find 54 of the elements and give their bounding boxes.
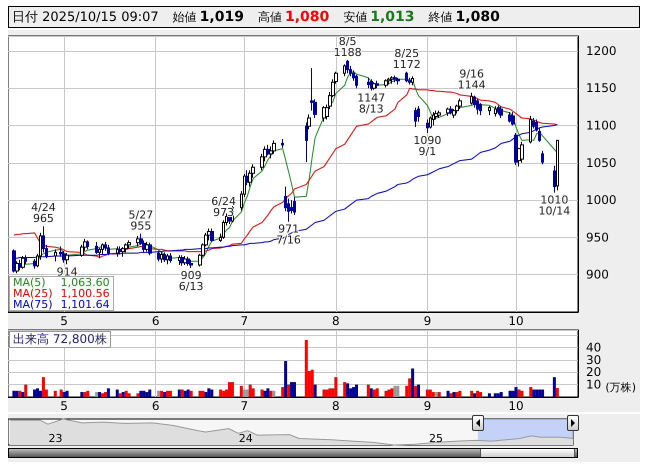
x-tick-label: 9 xyxy=(424,399,432,413)
annotation: 971 7/16 xyxy=(276,222,301,247)
text: 終値 xyxy=(428,10,453,24)
annotation: 1147 8/13 xyxy=(357,91,386,116)
x-tick-label: 9 xyxy=(424,314,432,328)
y-tick-label: 1100 xyxy=(586,118,617,133)
x-tick-label: 7 xyxy=(240,314,248,328)
x-tick-label: 8 xyxy=(332,399,340,413)
x-tick-label: 6 xyxy=(152,314,160,328)
text: MA(25) xyxy=(13,287,54,300)
y-tick-label: 30 xyxy=(586,352,602,367)
annotation: 9/16 1144 xyxy=(458,68,486,92)
x-tick-label: 10 xyxy=(508,399,524,413)
text: 日付 2025/10/15 09:07 xyxy=(12,10,159,25)
annotation: 1,101.64 xyxy=(60,298,110,311)
annotation: 1,100.56 xyxy=(60,287,110,300)
y-axis-title: (万株) xyxy=(605,380,636,395)
annotation: 8/5 1188 xyxy=(334,34,362,59)
y-tick-label: 10 xyxy=(586,378,602,392)
annotation: 1090 9/1 xyxy=(413,134,442,158)
y-tick-label: 20 xyxy=(586,365,602,380)
y-tick-label: 1050 xyxy=(586,156,617,170)
text: 1,080 xyxy=(456,9,500,25)
annotation: 909 6/13 xyxy=(178,268,204,293)
y-tick-label: 1150 xyxy=(586,81,617,96)
x-tick-label: 10 xyxy=(508,314,524,328)
y-tick-label: 40 xyxy=(586,340,602,354)
text: 高値 xyxy=(258,10,282,24)
y-tick-label: 900 xyxy=(586,268,609,282)
x-tick-label: 23 xyxy=(48,432,63,445)
annotation: 1,063.60 xyxy=(60,276,110,289)
series-label: MA(5) xyxy=(13,276,46,289)
y-tick-label: 1000 xyxy=(586,193,617,208)
text: 1,019 xyxy=(200,9,244,25)
text: MA(75) xyxy=(13,298,54,311)
text: 1,013 xyxy=(370,9,415,25)
x-tick-label: 6 xyxy=(152,399,160,413)
text: 始値 xyxy=(172,10,197,24)
chart-title: 出来高 72,800株 xyxy=(9,331,111,348)
annotation: 1010 10/14 xyxy=(538,194,570,218)
y-tick-label: 1200 xyxy=(586,44,617,58)
text: 安値 xyxy=(343,10,368,24)
x-tick-label: 5 xyxy=(60,314,68,328)
x-tick-label: 25 xyxy=(429,432,444,445)
x-tick-label: 7 xyxy=(240,399,248,413)
x-tick-label: 5 xyxy=(60,399,68,413)
annotation: 8/25 1172 xyxy=(392,46,421,71)
annotation: 914 xyxy=(56,265,78,278)
x-tick-label: 24 xyxy=(238,432,253,445)
annotation: 5/27 955 xyxy=(128,208,154,233)
text: 1,080 xyxy=(284,9,330,25)
annotation: 4/24 965 xyxy=(31,201,56,226)
y-tick-label: 950 xyxy=(586,230,609,244)
x-tick-label: 8 xyxy=(332,314,340,328)
